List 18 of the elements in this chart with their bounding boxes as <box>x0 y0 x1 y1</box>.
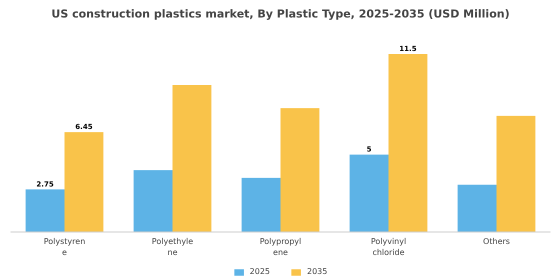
bar <box>350 154 388 232</box>
x-tick-label: Polyethylene <box>152 236 194 257</box>
bar <box>280 108 320 232</box>
x-tick-label: Polystyrene <box>44 236 86 257</box>
bar <box>496 116 536 232</box>
x-tick-label: Polyvinyl chloride <box>370 236 406 257</box>
bar <box>64 132 104 232</box>
legend-label: 2025 <box>250 267 270 276</box>
x-tick-label: Others <box>483 236 510 246</box>
bar <box>134 170 172 232</box>
chart-title: US construction plastics market, By Plastic Type, 2025-2035 (USD Million) <box>51 8 510 20</box>
x-tick-label: Polypropylene <box>260 236 302 257</box>
bar <box>172 84 212 232</box>
bar <box>458 184 496 232</box>
legend-label: 2035 <box>307 267 328 276</box>
bar <box>242 178 280 232</box>
bar <box>26 189 64 232</box>
bar <box>388 54 428 232</box>
